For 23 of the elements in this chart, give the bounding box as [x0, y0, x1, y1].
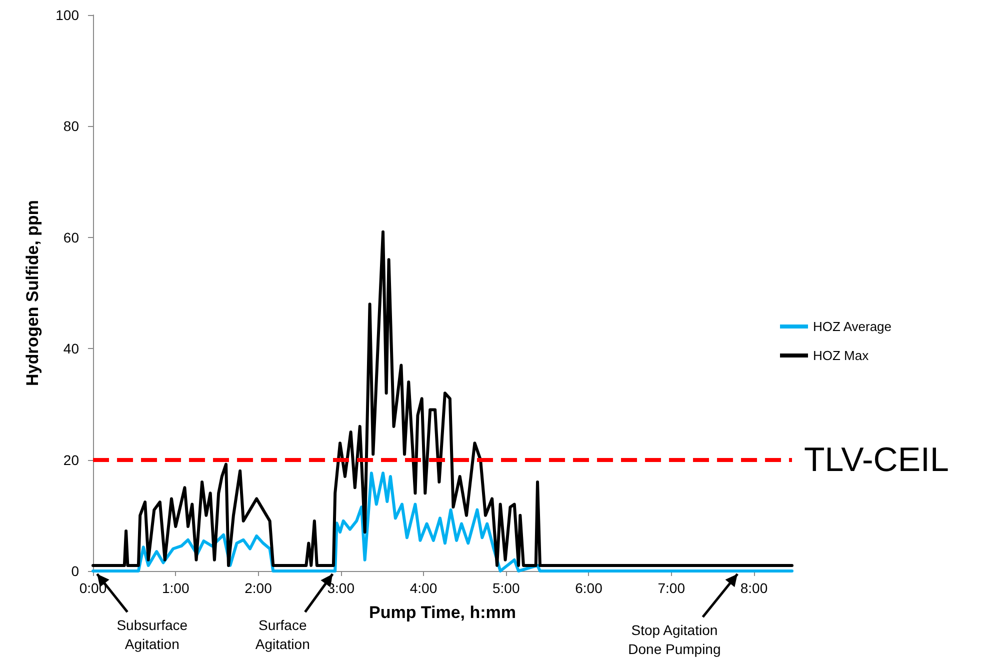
legend-label: HOZ Max — [813, 348, 870, 363]
y-tick-label: 60 — [63, 229, 80, 246]
line-series — [92, 230, 794, 567]
x-tick-label: 3:00 — [327, 580, 355, 596]
x-axis-title: Pump Time, h:mm — [368, 603, 516, 622]
x-tick-label: 6:00 — [575, 580, 603, 596]
annotation: Stop Agitation Done Pumping — [628, 621, 721, 659]
y-tick-label: 100 — [56, 7, 80, 23]
annotation: Surface Agitation — [255, 616, 310, 654]
y-tick-label: 0 — [71, 563, 80, 579]
y-tick-label: 40 — [63, 340, 80, 357]
x-tick-label: 8:00 — [740, 580, 768, 596]
x-tick-label: 7:00 — [658, 580, 686, 596]
x-tick-label: 4:00 — [410, 580, 438, 596]
y-tick-label: 80 — [63, 118, 80, 134]
x-tick-label: 1:00 — [162, 580, 190, 596]
ref-line-label: TLV-CEIL — [804, 440, 949, 479]
annotation: Subsurface Agitation — [116, 616, 188, 654]
y-tick-label: 20 — [63, 452, 80, 468]
y-axis-title: Hydrogen Sulfide, ppm — [23, 200, 42, 386]
x-tick-label: 2:00 — [244, 580, 272, 596]
x-tick-label: 5:00 — [492, 580, 520, 596]
legend-label: HOZ Average — [813, 319, 892, 334]
